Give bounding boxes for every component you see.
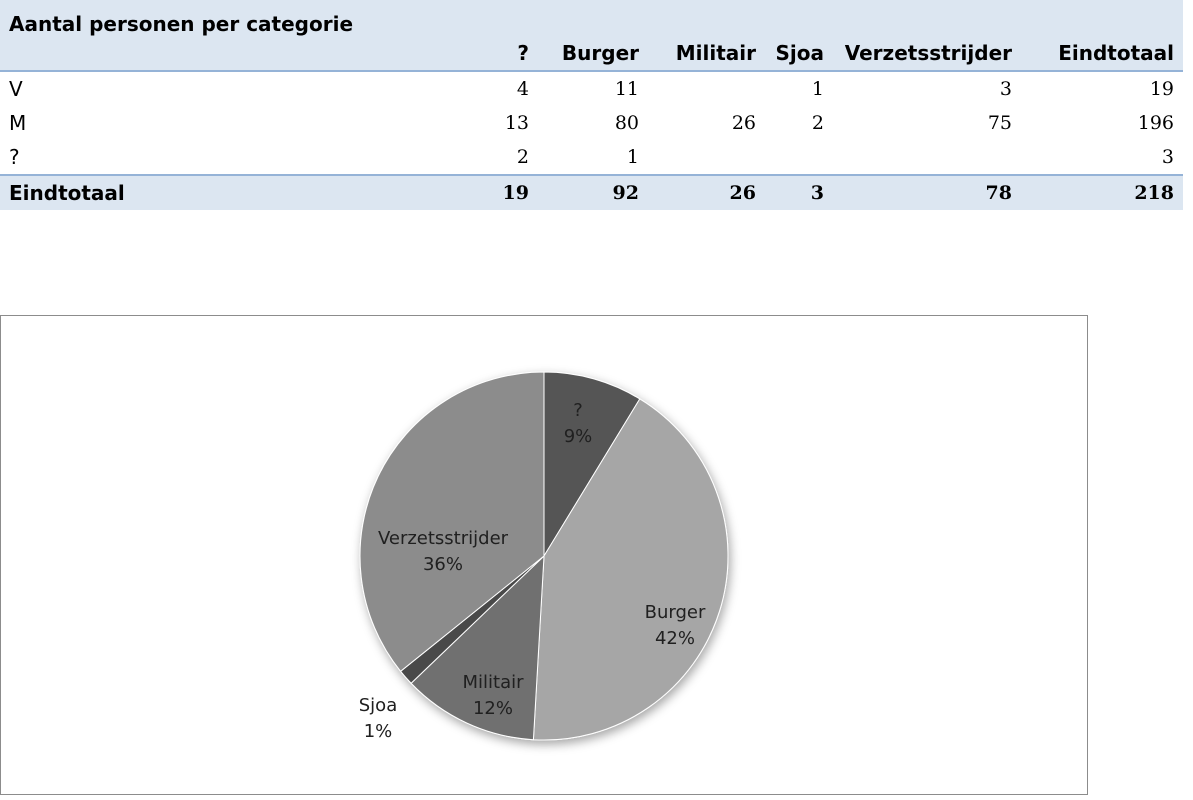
table-title: Aantal personen per categorie: [0, 0, 1183, 36]
column-header: Eindtotaal: [1021, 36, 1183, 72]
slice-percent-label: 1%: [364, 721, 393, 742]
pie-slice: [532, 398, 729, 741]
table-row: ? 2 1 3: [0, 140, 1183, 175]
pie-chart: ? 9% Burger 42% Militair 12% Sjoa 1% Verzetsstri…: [359, 371, 729, 742]
pie-slice: [359, 371, 545, 673]
column-header: Sjoa: [765, 36, 833, 72]
table-cell: 80: [614, 112, 639, 134]
table-cell: 3: [999, 78, 1012, 100]
table-row: M 13 80 26 2 75 196: [0, 106, 1183, 140]
table-total-row: Eindtotaal 19 92 26 3 78 218: [0, 174, 1183, 210]
chart-frame: ? 9% Burger 42% Militair 12% Sjoa 1% Verzetsstri…: [0, 315, 1088, 795]
slice-name-label: Sjoa: [359, 695, 397, 716]
table-cell: 19: [1149, 78, 1174, 100]
column-header: Verzetsstrijder: [833, 36, 1021, 72]
table-cell: 1: [811, 78, 824, 100]
row-label: ?: [9, 145, 20, 169]
total-cell: 3: [765, 174, 833, 210]
table-header-row: ? Burger Militair Sjoa Verzetsstrijder E…: [0, 36, 1183, 72]
pie-slice: [410, 554, 545, 741]
table-cell: 2: [516, 146, 529, 168]
total-cell: 218: [1021, 174, 1183, 210]
table-cell: 1: [626, 146, 639, 168]
row-label: V: [9, 77, 23, 101]
table-cell: [648, 71, 765, 106]
total-cell: 26: [648, 174, 765, 210]
table-cell: [765, 140, 833, 175]
slice-name-label: ?: [573, 400, 583, 421]
table-cell: 196: [1137, 112, 1174, 134]
pie-slice: [543, 371, 641, 558]
table-cell: [648, 140, 765, 175]
slice-name-label: Burger: [645, 602, 706, 623]
table-cell: 11: [614, 78, 639, 100]
pie-labels: ? 9% Burger 42% Militair 12% Sjoa 1% Verzetsstri…: [359, 400, 706, 742]
slice-name-label: Verzetsstrijder: [378, 528, 509, 549]
slice-percent-label: 42%: [655, 628, 695, 649]
pivot-table: Aantal personen per categorie ? Burger M…: [0, 0, 1183, 210]
column-header: ?: [478, 36, 538, 72]
total-cell: 78: [833, 174, 1021, 210]
table-cell: 3: [1161, 146, 1174, 168]
column-header: Burger: [538, 36, 648, 72]
total-cell: 92: [538, 174, 648, 210]
slice-name-label: Militair: [462, 672, 524, 693]
table-cell: [833, 140, 1021, 175]
total-cell: 19: [478, 174, 538, 210]
slice-percent-label: 36%: [423, 554, 463, 575]
row-label: M: [9, 111, 27, 135]
column-header: Militair: [648, 36, 765, 72]
header-corner: [0, 36, 478, 72]
table-title-row: Aantal personen per categorie: [0, 0, 1183, 36]
table-row: V 4 11 1 3 19: [0, 71, 1183, 106]
table-cell: 26: [731, 112, 756, 134]
table-cell: 4: [516, 78, 529, 100]
table-cell: 75: [987, 112, 1012, 134]
slice-percent-label: 9%: [564, 426, 593, 447]
table-cell: 13: [504, 112, 529, 134]
total-label: Eindtotaal: [0, 174, 478, 210]
pie-slices: [359, 371, 729, 741]
slice-percent-label: 12%: [473, 698, 513, 719]
table-cell: 2: [811, 112, 824, 134]
